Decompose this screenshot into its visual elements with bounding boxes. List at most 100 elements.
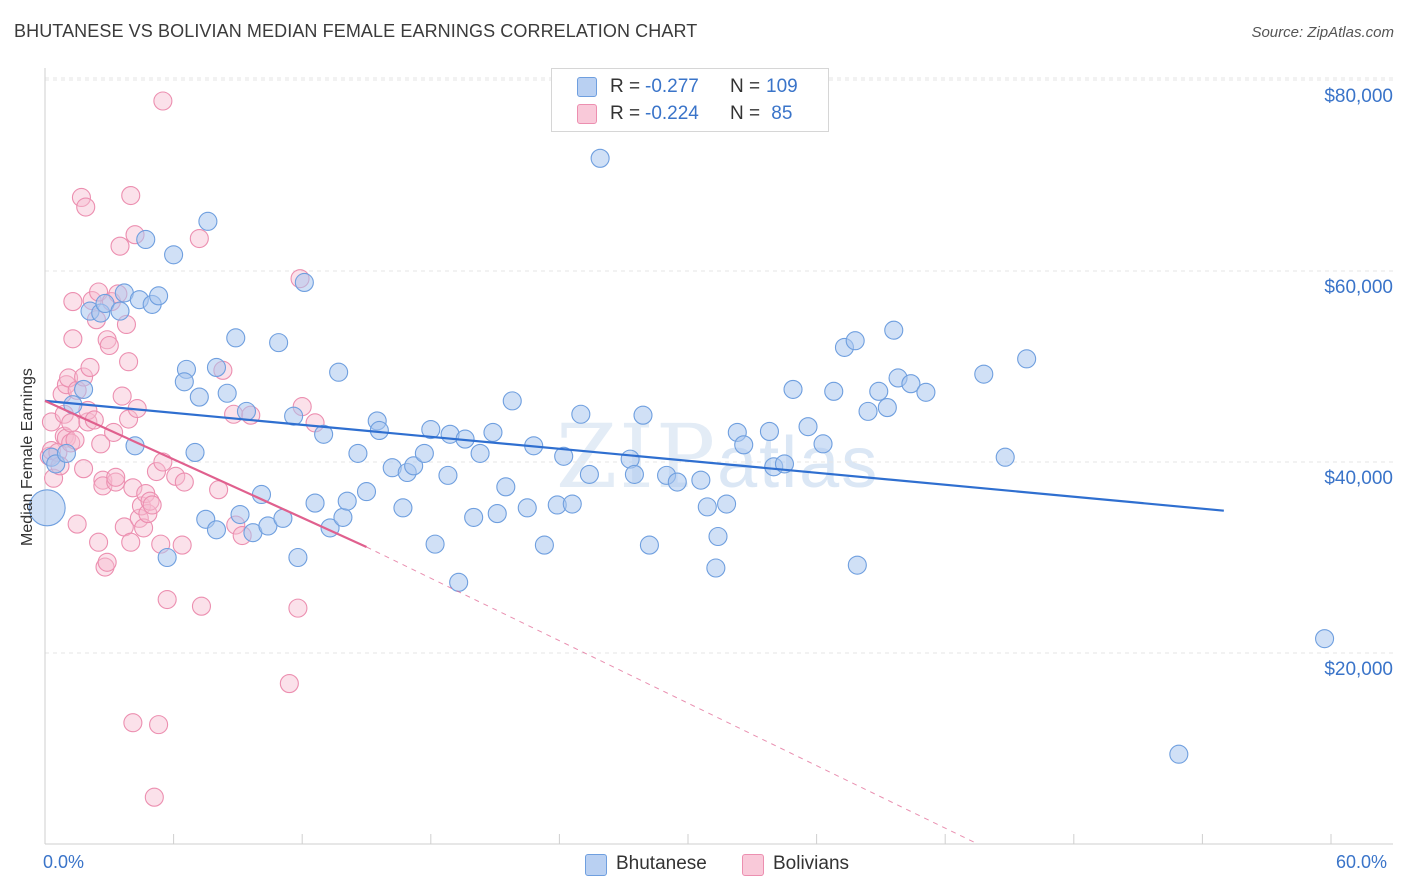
bolivians-point — [189, 228, 209, 249]
bhutanese-point — [284, 406, 304, 426]
bhutanese-point — [449, 572, 469, 592]
bhutanese-point — [464, 507, 484, 527]
bolivians-point — [63, 292, 83, 312]
bhutanese-point — [496, 477, 516, 497]
bhutanese-point — [562, 494, 582, 514]
bhutanese-point — [185, 442, 205, 463]
bhutanese-point — [579, 464, 599, 484]
bolivians-trend-extension — [366, 546, 979, 845]
bhutanese-point — [759, 421, 779, 441]
bhutanese-point — [230, 504, 250, 525]
bottom-legend-swatch-bhutanese — [585, 854, 607, 876]
bhutanese-point — [28, 489, 66, 527]
bhutanese-point — [858, 401, 878, 421]
bolivians-point — [121, 186, 141, 206]
bhutanese-point — [95, 293, 115, 314]
bhutanese-point — [198, 211, 218, 231]
bolivians-point — [138, 504, 158, 524]
legend-r-label: R = — [610, 76, 641, 97]
bottom-legend-swatch-bolivians — [742, 854, 764, 876]
bhutanese-point — [236, 401, 257, 421]
bhutanese-point — [164, 245, 184, 265]
bhutanese-point — [226, 328, 246, 348]
bolivians-point — [131, 496, 151, 516]
bhutanese-point — [554, 446, 574, 466]
bhutanese-point — [916, 382, 936, 402]
bhutanese-point — [706, 558, 726, 578]
legend-n-value: 85 — [766, 103, 793, 124]
bhutanese-point — [174, 372, 194, 392]
y-axis-label: Median Female Earnings — [19, 368, 36, 546]
bhutanese-point — [425, 534, 445, 554]
bhutanese-point — [1169, 744, 1189, 764]
bolivians-point — [153, 452, 173, 472]
y-tick-label-60000: $60,000 — [1324, 277, 1393, 298]
bhutanese-point — [633, 405, 653, 425]
bhutanese-point — [305, 493, 325, 513]
bolivians-point — [91, 434, 111, 454]
bhutanese-point — [884, 320, 904, 340]
bhutanese-point — [356, 482, 377, 502]
bolivians-point — [129, 508, 149, 528]
bolivians-points — [39, 91, 325, 807]
bolivians-point — [71, 187, 91, 208]
bolivians-point — [172, 535, 192, 555]
legend-n-label: N = — [730, 103, 761, 124]
bhutanese-point — [877, 398, 897, 418]
bhutanese-point — [56, 443, 76, 463]
bolivians-point — [95, 557, 115, 577]
bhutanese-trend-line — [44, 399, 1224, 512]
bottom-legend: Bhutanese Bolivians — [0, 852, 1406, 878]
bhutanese-point — [798, 417, 818, 437]
bolivians-point — [144, 787, 164, 807]
bhutanese-point — [845, 331, 865, 351]
bhutanese-point — [847, 555, 867, 575]
legend-n-label: N = — [730, 76, 761, 97]
bhutanese-point — [1315, 629, 1335, 649]
bhutanese-point — [708, 526, 728, 547]
bolivians-point — [110, 236, 130, 256]
bhutanese-point — [502, 391, 522, 411]
bolivians-point — [123, 713, 143, 733]
bolivians-point — [288, 598, 308, 618]
bolivians-point — [67, 514, 87, 534]
bhutanese-points — [28, 148, 1335, 764]
bhutanese-point — [217, 383, 237, 403]
x-tick-label-min: 0.0% — [43, 852, 85, 872]
bhutanese-point — [534, 535, 554, 555]
bhutanese-point — [1017, 349, 1037, 369]
x-tick-label-max: 60.0% — [1336, 852, 1388, 872]
bhutanese-point — [189, 387, 209, 407]
bhutanese-point — [995, 447, 1015, 467]
axis-layer — [44, 68, 1393, 845]
bhutanese-point — [901, 374, 921, 394]
bolivians-point — [157, 589, 177, 610]
bhutanese-point — [667, 472, 687, 492]
bolivians-point — [174, 472, 194, 492]
bhutanese-point — [206, 357, 227, 378]
bolivians-point — [121, 532, 141, 552]
bhutanese-point — [294, 272, 314, 293]
bhutanese-point — [333, 507, 353, 527]
bhutanese-point — [269, 333, 289, 353]
bhutanese-point — [74, 379, 94, 399]
legend-r-value: -0.224 — [645, 103, 699, 124]
bhutanese-point — [783, 379, 803, 399]
bhutanese-point — [438, 465, 458, 485]
bhutanese-point — [149, 286, 169, 306]
bolivians-point — [74, 459, 94, 479]
bhutanese-point — [348, 443, 368, 463]
bolivians-point — [99, 335, 119, 356]
bhutanese-point — [393, 498, 413, 518]
bhutanese-point — [824, 381, 844, 401]
bottom-legend-label: Bolivians — [773, 853, 850, 874]
bolivians-point — [119, 352, 139, 372]
bhutanese-point — [404, 456, 424, 476]
bhutanese-point — [691, 470, 711, 490]
bhutanese-point — [136, 229, 156, 250]
bolivians-point — [191, 596, 212, 616]
legend: R = -0.277 N = 109 R = -0.224 N = 85 — [551, 68, 829, 132]
bolivians-point — [106, 472, 126, 492]
bolivians-trend-line — [44, 399, 367, 548]
